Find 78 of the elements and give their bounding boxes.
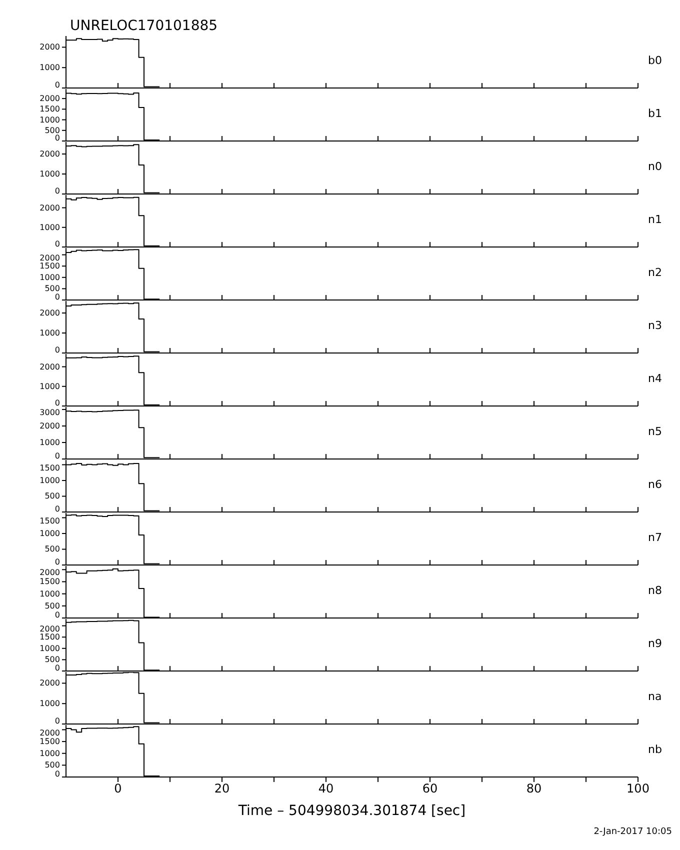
text: n5	[648, 425, 662, 438]
y-tick-label: 1000	[40, 382, 60, 391]
y-tick-label: 1500	[40, 262, 60, 271]
y-tick-label: 500	[44, 284, 60, 294]
x-axis-title: Time – 504998034.301874 [sec]	[237, 803, 467, 819]
y-tick-label: 500	[44, 492, 60, 501]
text: n4	[648, 372, 662, 385]
y-tick-label: 1500	[40, 516, 60, 526]
y-tick-label: 1000	[40, 476, 60, 485]
y-tick-label: 0	[54, 452, 60, 460]
y-tick-label: 2000	[40, 253, 60, 262]
y-tick-label: 1000	[40, 222, 60, 232]
y-tick-label: 1000	[40, 528, 60, 538]
y-tick-label: 0	[54, 240, 60, 248]
x-tick-label: 60	[422, 782, 438, 796]
y-tick-label: 0	[54, 558, 60, 566]
text: n2	[648, 266, 662, 279]
y-tick-label: 0	[54, 664, 60, 672]
x-tick-label: 20	[214, 782, 230, 796]
y-tick-label: 500	[44, 655, 60, 664]
x-tick-label: 0	[114, 782, 122, 796]
text: n9	[648, 637, 662, 650]
y-tick-label: 500	[44, 544, 60, 554]
y-tick-label: 2000	[40, 362, 60, 372]
y-tick-label: 1000	[40, 170, 60, 178]
x-tick-label: 80	[526, 782, 542, 796]
y-tick-label: 1000	[40, 699, 60, 708]
y-tick-label: 500	[44, 601, 60, 610]
text: n7	[648, 531, 662, 544]
y-tick-label: 1500	[40, 632, 60, 642]
text: n0	[648, 160, 662, 173]
y-tick-label: 0	[54, 398, 60, 408]
chart-title: UNRELOC170101885	[70, 17, 219, 36]
y-tick-label: 3000	[40, 408, 60, 418]
y-tick-label: 0	[54, 80, 60, 90]
text: n3	[648, 319, 662, 332]
y-tick-label: 500	[44, 126, 60, 135]
text: n1	[648, 213, 662, 226]
y-tick-label: 0	[54, 610, 60, 620]
text: n8	[648, 584, 662, 597]
y-tick-label: 1000	[40, 748, 60, 758]
text: 2-Jan-2017 10:05	[592, 827, 672, 837]
y-tick-label: 1000	[40, 328, 60, 338]
y-tick-label: 1500	[40, 577, 60, 586]
y-tick-label: 1500	[40, 463, 60, 472]
y-tick-label: 2000	[40, 42, 60, 52]
y-tick-label: 1000	[40, 272, 60, 282]
y-tick-label: 1500	[40, 104, 60, 114]
y-tick-label: 0	[54, 346, 60, 354]
y-tick-label: 0	[54, 716, 60, 726]
y-tick-label: 0	[54, 770, 60, 778]
y-tick-label: 1000	[40, 589, 60, 598]
y-tick-label: 2000	[40, 728, 60, 738]
x-tick-label: 40	[318, 782, 334, 796]
y-tick-label: 2000	[40, 624, 60, 634]
y-tick-label: 2000	[40, 568, 60, 578]
y-tick-label: 1500	[40, 737, 60, 746]
y-tick-label: 2000	[40, 421, 60, 430]
x-tick-label: 100	[626, 782, 650, 796]
y-tick-label: 0	[54, 186, 60, 196]
text: b0	[648, 54, 662, 67]
y-tick-label: 2000	[40, 203, 60, 212]
text: n6	[648, 478, 662, 491]
y-tick-label: 2000	[40, 94, 60, 104]
text: na	[648, 690, 662, 703]
y-tick-label: 2000	[40, 150, 60, 158]
y-tick-label: 0	[54, 134, 60, 142]
y-tick-label: 2000	[40, 308, 60, 318]
y-tick-label: 1000	[40, 115, 60, 124]
text: b1	[648, 107, 662, 120]
y-tick-label: 1000	[40, 438, 60, 447]
y-tick-label: 2000	[40, 678, 60, 688]
y-tick-label: 0	[54, 504, 60, 514]
y-tick-label: 500	[44, 760, 60, 770]
text: nb	[648, 743, 662, 756]
y-tick-label: 1000	[40, 63, 60, 72]
y-tick-label: 1000	[40, 644, 60, 653]
y-tick-label: 0	[54, 292, 60, 302]
